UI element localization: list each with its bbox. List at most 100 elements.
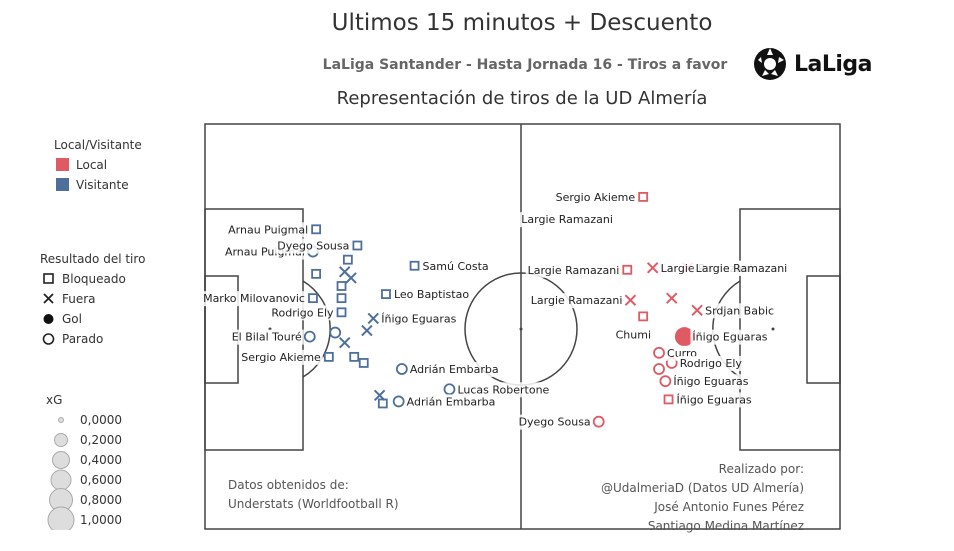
extra-label-local-1: Chumi: [616, 329, 651, 342]
shot-visitante-13[interactable]: [303, 330, 316, 343]
shot-visitante-7[interactable]: [336, 281, 347, 291]
legend-visitante-swatch: [56, 178, 69, 191]
extra-label-local-0-bg: [519, 212, 615, 228]
shot-local-9[interactable]: [653, 346, 665, 359]
shot-visitante-3-label: Dyego Sousa: [277, 240, 349, 253]
shot-visitante-10-label-bg: [269, 305, 336, 321]
shot-visitante-4[interactable]: [342, 254, 353, 265]
legend-xg-5: 1,0000: [80, 513, 122, 527]
legend-xg-4: 0,8000: [80, 493, 122, 507]
legend-cross-icon: [43, 293, 54, 304]
shot-visitante-10[interactable]: [336, 307, 347, 318]
right-penalty-spot: [771, 327, 775, 331]
legend-result-symbols: [42, 273, 55, 345]
legend-gol-label: Gol: [62, 312, 82, 326]
shot-visitante-24-label: Adrián Embarba: [407, 395, 496, 408]
shot-visitante-2[interactable]: [311, 268, 322, 279]
shot-visitante-0[interactable]: [311, 224, 322, 235]
shot-visitante-0-label-bg: [226, 222, 311, 238]
pitch-spots: [268, 327, 775, 331]
shot-visitante-11-label-bg: [420, 258, 491, 274]
shot-visitante-13-label: El Bilal Touré: [232, 331, 302, 344]
shot-local-5-label: Largie Ramazani: [696, 262, 788, 275]
shot-visitante-14[interactable]: [329, 326, 342, 339]
shot-local-8-label-bg: [690, 329, 770, 345]
shot-local-14[interactable]: [592, 415, 605, 428]
legend-xg-sizes: [47, 417, 75, 530]
shot-local-12-label: Íñigo Eguaras: [673, 375, 748, 388]
shot-visitante-23[interactable]: [377, 398, 388, 409]
shot-local-8-label: Íñigo Eguaras: [692, 331, 767, 344]
shot-local-2[interactable]: [622, 264, 633, 275]
source-line-2: Understats (Worldfootball R): [228, 497, 399, 511]
laliga-logo: LaLiga: [752, 44, 873, 84]
right-penalty-area: [739, 208, 841, 451]
shot-visitante-24-label-bg: [404, 394, 498, 410]
shot-local-3-label: Largie Ramazani: [531, 294, 623, 307]
shot-local-12[interactable]: [659, 375, 672, 388]
shot-visitante-15[interactable]: [323, 351, 334, 362]
legend-xg-3: 0,6000: [80, 473, 122, 487]
shot-visitante-11[interactable]: [409, 260, 420, 271]
legend-fuera-label: Fuera: [62, 292, 96, 306]
shot-visitante-3[interactable]: [352, 240, 363, 251]
shot-visitante-12-label: Leo Baptistao: [394, 288, 469, 301]
pitch-lines: [204, 123, 841, 530]
shot-visitante-25[interactable]: [443, 383, 456, 396]
shot-local-13-label-bg: [674, 392, 754, 408]
shot-visitante-15-label-bg: [239, 349, 323, 365]
legend-bloqueado-label: Bloqueado: [62, 272, 126, 286]
shot-visitante-9-label-bg: [201, 291, 307, 307]
shot-local-10-label: Rodrigo Ely: [680, 357, 743, 370]
shot-visitante-6[interactable]: [345, 272, 357, 284]
shot-local-13[interactable]: [663, 394, 674, 405]
shot-visitante-19[interactable]: [361, 324, 373, 337]
legend-result-title: Resultado del tiro: [40, 252, 146, 266]
shot-visitante-21-label: Adrián Embarba: [410, 363, 499, 376]
shot-local-7-label: Srdjan Babic: [705, 304, 774, 317]
shot-local-3-label-bg: [528, 293, 625, 309]
author-line-3: José Antonio Funes Pérez: [654, 500, 804, 514]
source-line-1: Datos obtenidos de:: [228, 478, 349, 492]
shot-local-0-label-bg: [553, 189, 638, 205]
chart-subtitle: LaLiga Santander - Hasta Jornada 16 - Ti…: [322, 57, 728, 73]
shot-local-4[interactable]: [638, 311, 649, 322]
shot-local-7-label-bg: [703, 303, 777, 319]
shot-local-11[interactable]: [653, 363, 665, 375]
shot-local-7[interactable]: [691, 304, 703, 317]
shot-visitante-20-label: Íñigo Eguaras: [381, 312, 456, 325]
legend-xg-title: xG: [46, 393, 63, 407]
legend-xg-0: 0,0000: [80, 413, 122, 427]
author-line-4: Santiago Medina Martínez: [647, 519, 804, 533]
shot-visitante-16[interactable]: [338, 336, 351, 349]
chart-title: Ultimos 15 minutos + Descuento: [331, 10, 713, 36]
shot-local-13-label: Íñigo Eguaras: [677, 393, 752, 406]
shot-visitante-15-label: Sergio Akieme: [241, 351, 321, 364]
shot-local-12-label-bg: [671, 374, 751, 390]
chart-subtitle-secondary: Representación de tiros de la UD Almería: [336, 88, 708, 109]
shot-visitante-21[interactable]: [395, 363, 408, 375]
shot-local-0[interactable]: [638, 191, 649, 202]
shot-visitante-8[interactable]: [336, 293, 347, 304]
legend-dot-icon: [43, 314, 54, 324]
shot-local-3[interactable]: [624, 294, 637, 306]
shot-local-6[interactable]: [666, 292, 678, 304]
shot-visitante-13-label-bg: [229, 329, 304, 345]
shot-visitante-12[interactable]: [381, 289, 391, 300]
shot-visitante-17[interactable]: [349, 351, 360, 362]
shot-visitante-24[interactable]: [392, 395, 405, 408]
logo-text: LaLiga: [794, 51, 873, 77]
shot-visitante-20[interactable]: [367, 312, 379, 325]
shot-visitante-9-label: Marko Milovanovic: [203, 292, 305, 305]
shot-visitante-25-label-bg: [455, 382, 552, 398]
shot-local-2-label: Largie Ramazani: [528, 264, 620, 277]
shot-visitante-12-label-bg: [391, 287, 472, 303]
shot-visitante-25-label: Lucas Robertone: [457, 383, 549, 396]
centre-spot: [519, 327, 523, 331]
shot-local-14-label-bg: [516, 414, 593, 430]
extra-label-local-0: Largie Ramazani: [521, 213, 613, 226]
legend-local-label: Local: [76, 158, 108, 172]
shot-visitante-18[interactable]: [358, 358, 369, 368]
shot-local-1[interactable]: [646, 262, 659, 274]
shot-visitante-9[interactable]: [308, 293, 318, 304]
